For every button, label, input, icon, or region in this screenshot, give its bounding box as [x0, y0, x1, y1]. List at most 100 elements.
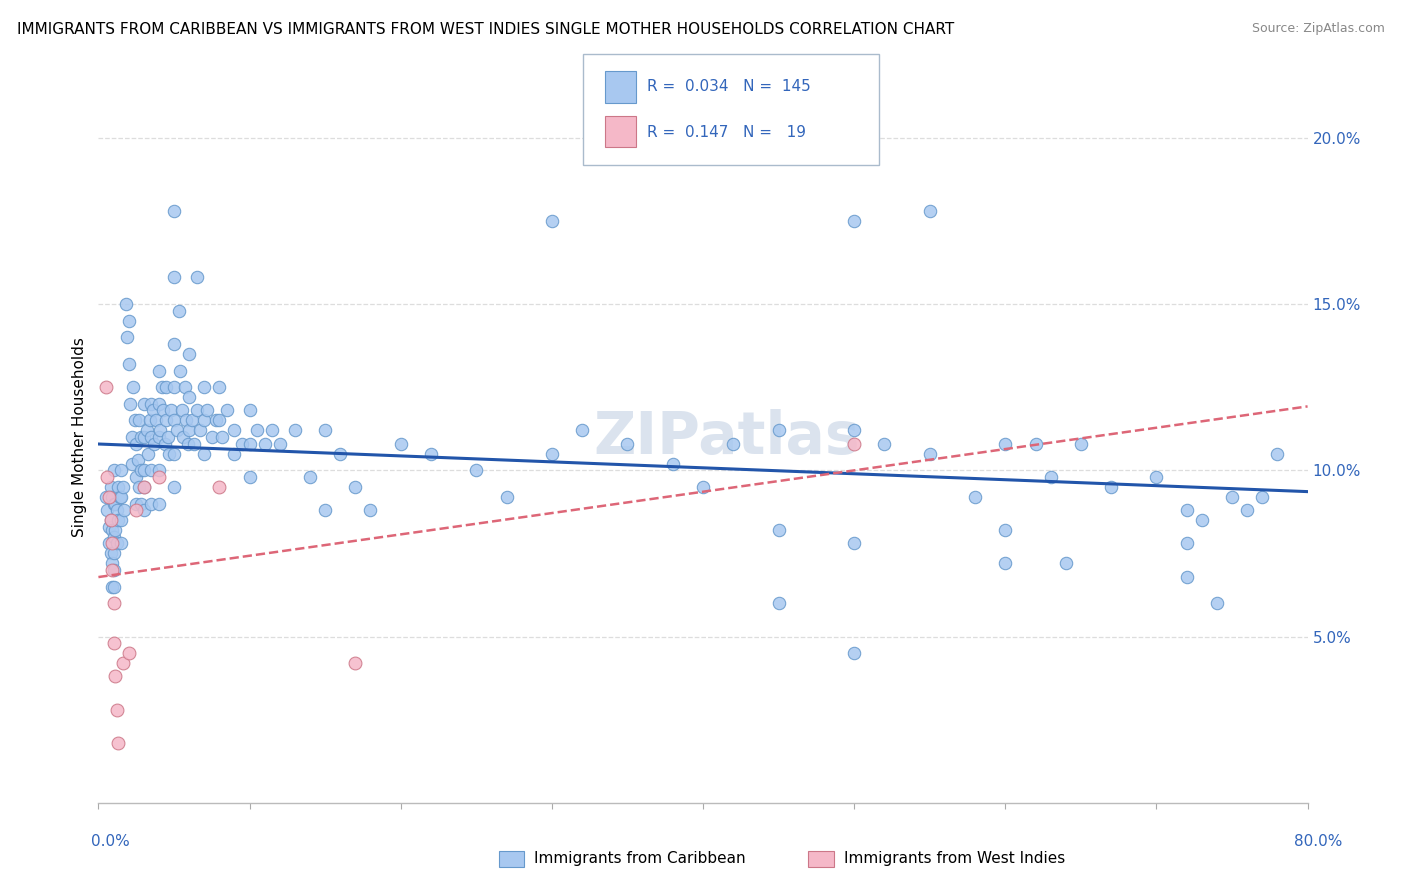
Point [101, 563, 124, 577]
Point [211, 430, 233, 444]
Point [105, 703, 128, 717]
Point [224, 447, 246, 461]
Point [125, 470, 148, 484]
Point [141, 430, 163, 444]
Point [195, 403, 218, 417]
Point [114, 297, 136, 311]
Point [1251, 490, 1274, 504]
Point [163, 337, 186, 351]
Point [159, 447, 181, 461]
Text: Immigrants from West Indies: Immigrants from West Indies [844, 851, 1064, 865]
Text: 0.0%: 0.0% [91, 834, 131, 849]
Point [994, 523, 1017, 537]
Point [141, 497, 163, 511]
Point [98, 520, 121, 534]
Point [994, 436, 1017, 450]
Point [186, 403, 208, 417]
Point [1070, 436, 1092, 450]
Point [155, 380, 177, 394]
Text: ZIPatlas: ZIPatlas [593, 409, 860, 466]
Point [174, 413, 197, 427]
Point [193, 447, 215, 461]
Point [163, 480, 186, 494]
Point [571, 424, 593, 438]
Text: 80.0%: 80.0% [1295, 834, 1343, 849]
Point [193, 380, 215, 394]
Point [176, 436, 198, 450]
Point [104, 523, 127, 537]
Point [616, 436, 638, 450]
Point [768, 523, 790, 537]
Point [420, 447, 443, 461]
Point [1220, 490, 1243, 504]
Point [105, 503, 128, 517]
Point [100, 480, 122, 494]
Point [101, 490, 124, 504]
Point [132, 397, 155, 411]
Point [262, 424, 284, 438]
Point [148, 430, 170, 444]
Point [103, 596, 125, 610]
Point [143, 436, 166, 450]
Point [344, 480, 367, 494]
Point [163, 413, 186, 427]
Point [141, 463, 163, 477]
Point [132, 430, 155, 444]
Point [98, 536, 121, 550]
Point [155, 413, 177, 427]
Point [110, 490, 132, 504]
Point [103, 463, 125, 477]
Point [120, 397, 142, 411]
Point [329, 447, 352, 461]
Point [103, 580, 125, 594]
Point [723, 436, 745, 450]
Point [193, 413, 215, 427]
Point [1175, 503, 1198, 517]
Point [132, 480, 155, 494]
Point [129, 430, 152, 444]
Point [360, 503, 382, 517]
Point [239, 403, 262, 417]
Point [314, 503, 336, 517]
Point [101, 580, 124, 594]
Point [269, 436, 291, 450]
Point [141, 397, 163, 411]
Point [148, 497, 170, 511]
Point [208, 480, 231, 494]
Point [108, 490, 131, 504]
Point [692, 480, 714, 494]
Point [153, 436, 176, 450]
Point [142, 403, 165, 417]
Point [169, 363, 191, 377]
Point [844, 436, 866, 450]
Point [239, 470, 262, 484]
Point [111, 480, 134, 494]
Point [122, 380, 145, 394]
Point [100, 513, 122, 527]
Point [873, 436, 896, 450]
Point [768, 596, 790, 610]
Point [104, 669, 127, 683]
Point [163, 204, 186, 219]
Point [1267, 447, 1289, 461]
Point [994, 557, 1017, 571]
Point [844, 214, 866, 228]
Point [112, 503, 135, 517]
Point [465, 463, 488, 477]
Point [136, 447, 159, 461]
Point [540, 447, 562, 461]
Point [121, 457, 143, 471]
Point [163, 270, 186, 285]
Point [148, 470, 170, 484]
Point [344, 656, 367, 670]
Point [118, 357, 141, 371]
Point [94, 490, 117, 504]
Point [1039, 470, 1062, 484]
Point [1144, 470, 1167, 484]
Point [132, 503, 155, 517]
Point [1236, 503, 1258, 517]
Point [215, 403, 238, 417]
Point [124, 413, 146, 427]
Point [100, 513, 122, 527]
Point [965, 490, 987, 504]
